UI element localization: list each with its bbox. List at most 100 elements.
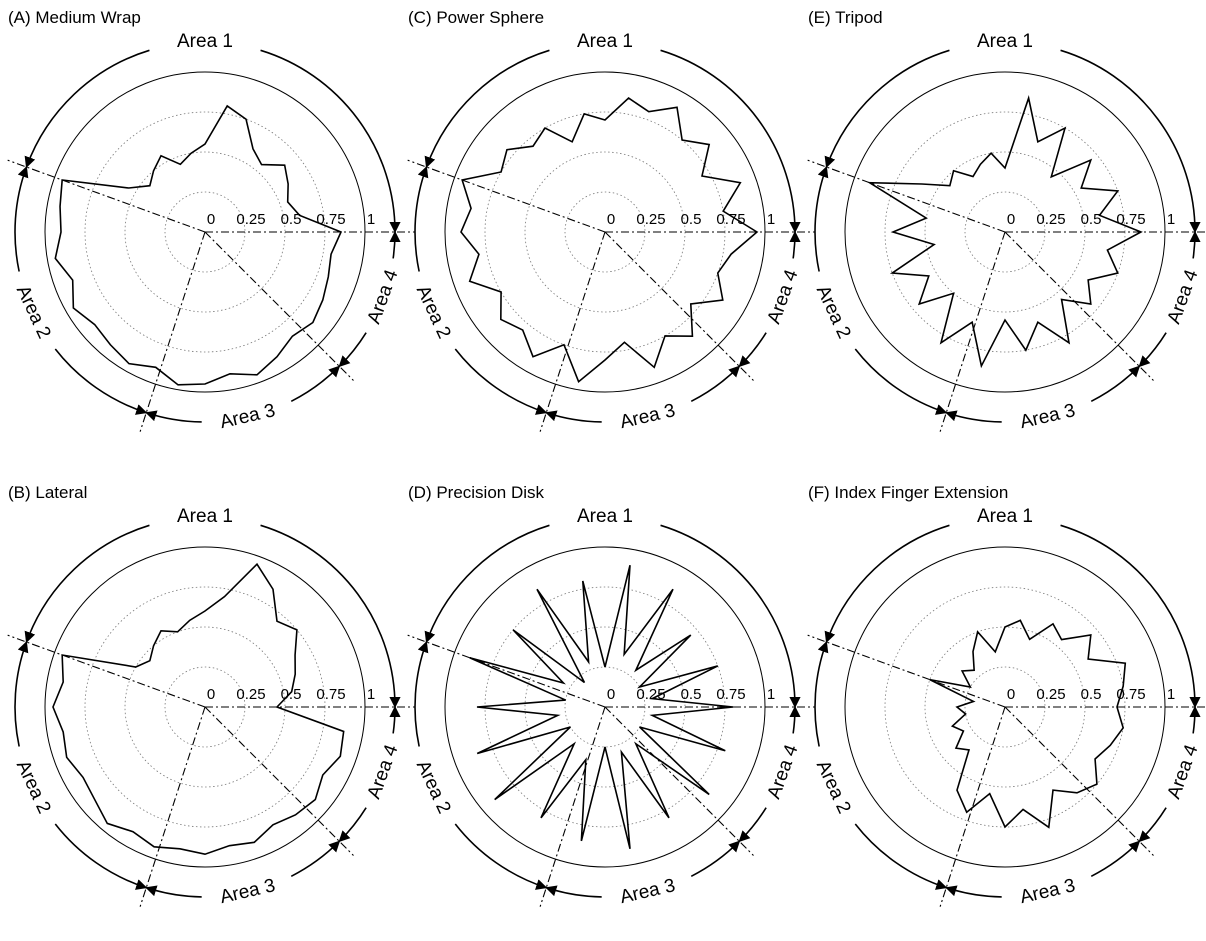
area-label: Area 1	[977, 506, 1033, 527]
area-arrow	[1090, 365, 1141, 403]
area-arrow	[389, 230, 401, 259]
area-arrow	[738, 332, 767, 368]
area-boundary	[1004, 706, 1154, 856]
area-boundary	[139, 706, 206, 907]
chart-title: (B) Lateral	[8, 483, 87, 502]
area-arrow	[545, 885, 602, 898]
area-arrow	[338, 332, 367, 368]
r-tick-label: 1	[767, 211, 775, 228]
area-label: Area 1	[577, 31, 633, 52]
area-arrow	[145, 885, 202, 898]
r-tick-label: 0.25	[1036, 211, 1065, 228]
area-label: Area 4	[1164, 742, 1203, 802]
area-label: Area 4	[364, 742, 403, 802]
area-label: Area 2	[412, 757, 455, 817]
r-tick-label: 0.25	[636, 211, 665, 228]
area-boundary	[939, 706, 1006, 907]
area-arrow	[945, 885, 1002, 898]
r-tick-label: 0.5	[681, 686, 702, 703]
area-arrow	[389, 705, 401, 734]
area-arrow	[145, 410, 202, 423]
r-tick-label: 1	[367, 211, 375, 228]
area-label: Area 3	[618, 875, 677, 908]
r-tick-label: 0	[607, 686, 615, 703]
area-arrow	[1138, 332, 1167, 368]
data-line	[460, 97, 759, 384]
area-label: Area 3	[618, 400, 677, 433]
area-boundary	[939, 231, 1006, 432]
area-label: Area 2	[812, 757, 855, 817]
area-arrow	[454, 348, 548, 415]
area-arrow	[660, 49, 801, 234]
area-arrow	[290, 840, 341, 878]
area-label: Area 4	[364, 267, 403, 327]
area-arrow	[1138, 807, 1167, 843]
area-label: Area 3	[1018, 875, 1077, 908]
area-arrow	[1189, 230, 1201, 259]
r-tick-label: 0	[1007, 686, 1015, 703]
area-arrow	[424, 49, 550, 169]
area-boundary	[407, 634, 606, 708]
r-tick-label: 0.5	[1081, 211, 1102, 228]
area-arrow	[814, 165, 829, 272]
r-tick-label: 0	[607, 211, 615, 228]
area-arrow	[290, 365, 341, 403]
area-arrow	[1189, 705, 1201, 734]
area-arrow	[1090, 840, 1141, 878]
area-arrow	[414, 640, 429, 747]
area-boundary	[604, 706, 754, 856]
r-tick-label: 1	[367, 686, 375, 703]
r-tick-label: 0	[207, 686, 215, 703]
area-boundary	[407, 159, 606, 233]
area-arrow	[54, 348, 148, 415]
area-arrow	[260, 49, 401, 234]
area-arrow	[260, 524, 401, 709]
r-tick-label: 0.75	[1116, 686, 1145, 703]
area-arrow	[14, 165, 29, 272]
data-line	[866, 95, 1143, 369]
data-line	[469, 564, 734, 850]
area-boundary	[604, 231, 754, 381]
area-label: Area 3	[218, 875, 277, 908]
area-arrow	[814, 640, 829, 747]
area-arrow	[824, 524, 950, 644]
area-arrow	[690, 365, 741, 403]
area-boundary	[539, 231, 606, 432]
area-boundary	[7, 634, 206, 708]
area-arrow	[824, 49, 950, 169]
data-line	[929, 619, 1127, 829]
area-label: Area 2	[12, 282, 55, 342]
area-label: Area 2	[412, 282, 455, 342]
area-boundary	[1004, 231, 1154, 381]
chart-title: (D) Precision Disk	[408, 483, 545, 502]
area-arrow	[854, 823, 948, 890]
area-arrow	[24, 49, 150, 169]
r-tick-label: 0.5	[1081, 686, 1102, 703]
area-label: Area 3	[1018, 400, 1077, 433]
area-arrow	[545, 410, 602, 423]
r-tick-label: 0.75	[716, 686, 745, 703]
chart-title: (F) Index Finger Extension	[808, 483, 1008, 502]
r-tick-label: 0.5	[281, 211, 302, 228]
area-arrow	[454, 823, 548, 890]
r-tick-label: 0.75	[716, 211, 745, 228]
area-arrow	[738, 807, 767, 843]
area-label: Area 2	[812, 282, 855, 342]
area-arrow	[660, 524, 801, 709]
r-tick-label: 0.75	[316, 686, 345, 703]
area-arrow	[690, 840, 741, 878]
r-tick-label: 0.75	[316, 211, 345, 228]
r-tick-label: 0.25	[1036, 686, 1065, 703]
r-tick-label: 1	[1167, 686, 1175, 703]
area-label: Area 1	[577, 506, 633, 527]
area-label: Area 4	[764, 267, 803, 327]
area-arrow	[1060, 49, 1201, 234]
area-arrow	[424, 524, 550, 644]
r-tick-label: 0	[1007, 211, 1015, 228]
r-tick-label: 1	[767, 686, 775, 703]
area-boundary	[807, 634, 1006, 708]
data-line	[54, 104, 343, 386]
area-arrow	[414, 165, 429, 272]
area-arrow	[1060, 524, 1201, 709]
chart-title: (C) Power Sphere	[408, 8, 544, 27]
